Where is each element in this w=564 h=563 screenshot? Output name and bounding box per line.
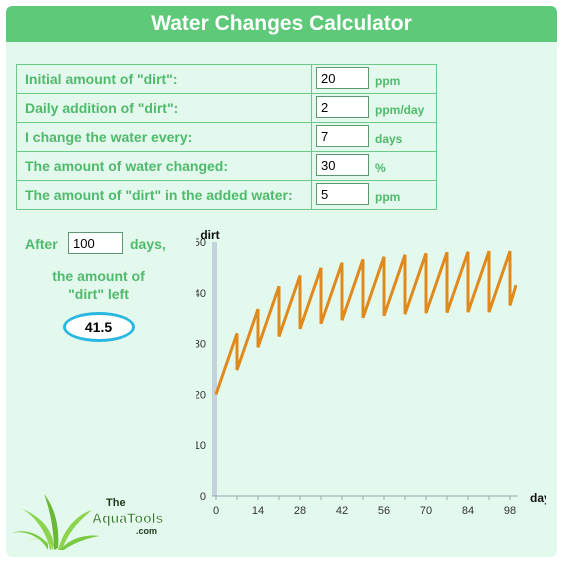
logo-text-com: .com — [136, 526, 157, 536]
param-input[interactable] — [316, 67, 369, 89]
calculator-panel: Water Changes Calculator Initial amount … — [6, 6, 557, 557]
param-row: The amount of "dirt" in the added water:… — [16, 180, 437, 210]
x-tick-label: 91 — [483, 521, 495, 522]
param-cell: ppm — [311, 64, 438, 94]
page-title: Water Changes Calculator — [6, 6, 557, 42]
x-tick-label: 7 — [234, 521, 240, 522]
after-days-line: After days, — [16, 232, 181, 258]
logo-text-the: The — [106, 497, 126, 509]
x-tick-label: 28 — [294, 505, 306, 517]
x-tick-label: 21 — [273, 521, 285, 522]
x-tick-label: 49 — [357, 521, 369, 522]
y-axis-label: dirt — [200, 228, 219, 242]
y-tick-label: 50 — [196, 237, 206, 249]
plant-icon — [10, 494, 100, 550]
param-cell: % — [311, 151, 438, 181]
x-tick-label: 42 — [336, 505, 348, 517]
amount-label-line2: "dirt" left — [68, 286, 129, 302]
param-row: I change the water every: days — [16, 122, 437, 152]
x-tick-label: 98 — [504, 505, 516, 517]
param-input[interactable] — [316, 125, 369, 147]
param-input[interactable] — [316, 183, 369, 205]
x-tick-label: 70 — [420, 505, 432, 517]
x-tick-label: 63 — [399, 521, 411, 522]
param-label: Initial amount of "dirt": — [25, 71, 178, 87]
param-label: The amount of water changed: — [25, 158, 229, 174]
dirt-chart: 0 10 20 30 40 50 0 7 14 21 28 35 42 49 56 63 70 77 84 91 98 d… — [196, 228, 546, 522]
param-label: The amount of "dirt" in the added water: — [25, 187, 293, 203]
x-tick-label: 0 — [213, 505, 219, 517]
y-axis — [212, 242, 217, 496]
param-label: I change the water every: — [25, 129, 193, 145]
result-panel: After days, the amount of "dirt" left 41… — [16, 232, 181, 342]
param-label: Daily addition of "dirt": — [25, 100, 179, 116]
y-tick-label: 30 — [196, 339, 206, 351]
param-cell: ppm — [311, 180, 438, 210]
x-tick-label: 56 — [378, 505, 390, 517]
dirt-series-line — [214, 250, 518, 395]
param-row: Daily addition of "dirt": ppm/day — [16, 93, 437, 123]
days-input[interactable] — [68, 232, 123, 254]
param-input[interactable] — [316, 96, 369, 118]
y-tick-label: 20 — [196, 389, 206, 401]
y-tick-label: 40 — [196, 288, 206, 300]
param-row: The amount of water changed:% — [16, 151, 437, 181]
param-row: Initial amount of "dirt": ppm — [16, 64, 437, 94]
x-tick-label: 84 — [462, 505, 474, 517]
parameters-table: Initial amount of "dirt": ppm Daily additi… — [16, 64, 437, 210]
param-unit: ppm — [375, 74, 401, 88]
y-tick-label: 10 — [196, 440, 206, 452]
result-value: 41.5 — [62, 312, 135, 342]
param-unit: ppm/day — [375, 103, 425, 117]
param-cell: ppm/day — [311, 93, 438, 123]
x-tick-label: 35 — [315, 521, 327, 522]
param-unit: ppm — [375, 190, 401, 204]
x-axis-label: days — [530, 491, 546, 505]
param-unit: % — [375, 161, 386, 175]
param-cell: days — [311, 122, 438, 152]
x-tick-label: 77 — [441, 521, 453, 522]
aquatools-logo: The AquaTools .com — [10, 494, 164, 550]
param-input[interactable] — [316, 154, 369, 176]
x-tick-label: 14 — [252, 505, 264, 517]
days-label: days, — [130, 236, 166, 252]
logo-text-aquatools: AquaTools — [92, 510, 164, 526]
param-unit: days — [375, 132, 403, 146]
y-tick-label: 0 — [200, 491, 206, 503]
amount-label-line1: the amount of — [52, 268, 145, 284]
after-label: After — [25, 236, 58, 252]
